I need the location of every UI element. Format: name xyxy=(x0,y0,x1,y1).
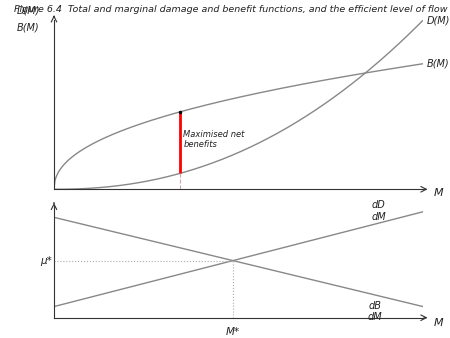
Text: M*: M* xyxy=(226,327,240,337)
Text: dD
dM: dD dM xyxy=(371,200,386,221)
Text: dB
dM: dB dM xyxy=(368,300,382,322)
Text: M: M xyxy=(434,318,444,328)
Text: Figure 6.4  Total and marginal damage and benefit functions, and the efficient l: Figure 6.4 Total and marginal damage and… xyxy=(14,5,450,14)
Text: D(M): D(M) xyxy=(427,15,450,25)
Text: B(M): B(M) xyxy=(427,59,449,69)
Text: D(M): D(M) xyxy=(17,5,40,15)
Text: M: M xyxy=(434,188,444,198)
Text: μ*: μ* xyxy=(40,256,52,266)
Text: B(M): B(M) xyxy=(17,22,40,32)
Text: Maximised net
benefits: Maximised net benefits xyxy=(184,130,245,149)
